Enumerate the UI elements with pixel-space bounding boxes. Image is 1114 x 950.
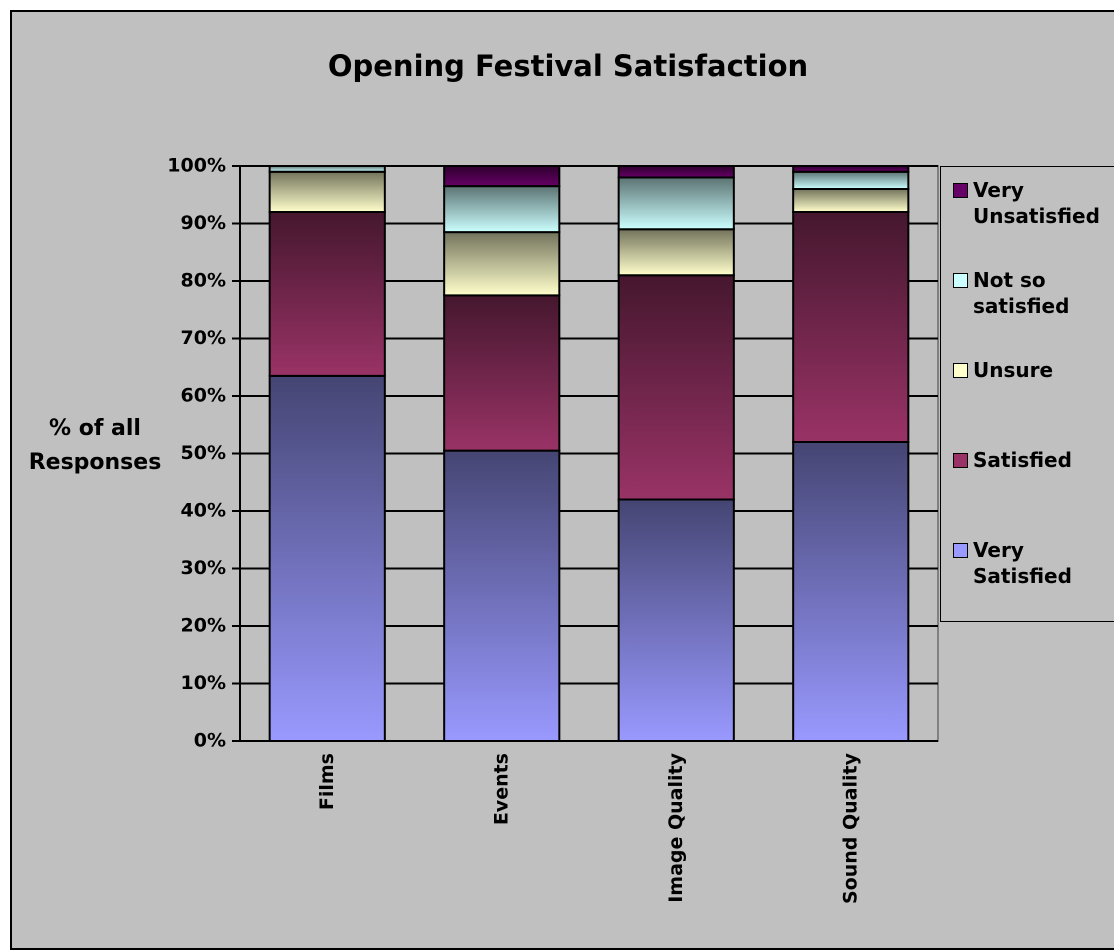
y-tick-label: 80% [181,270,226,292]
legend: Very Unsatisfied Not so satisfied Unsure Sa… [940,166,1114,622]
bar-segment [443,165,561,188]
bar-segment [792,170,910,190]
legend-label: Satisfied [973,448,1072,472]
x-tick-label: Sound Quality [839,752,861,904]
legend-label: Not so satisfied [973,268,1070,318]
x-tick-label: Events [490,753,512,825]
legend-entry: Satisfied [953,447,1114,473]
legend-entry: Not so satisfied [953,267,1114,319]
legend-label: Unsure [973,358,1054,382]
y-tick-label: 70% [181,327,226,349]
bar-segment [268,211,386,377]
legend-swatch [953,183,968,198]
chart-title: Opening Festival Satisfaction [328,49,808,83]
legend-entry: Very Unsatisfied [953,177,1114,229]
bar-segment [443,449,561,742]
legend-entry: Unsure [953,357,1114,383]
legend-entry: Very Satisfied [953,537,1114,589]
bar-segment [792,165,910,173]
legend-swatch [953,273,968,288]
y-tick-label: 0% [194,730,226,752]
bar-segment [792,188,910,213]
y-tick-label: 30% [181,557,226,579]
y-axis-label: % of all Responses [28,416,162,475]
legend-swatch [953,363,968,378]
bar-segment [792,211,910,443]
bar-segment [617,498,735,742]
bar-segment [268,374,386,742]
bar-segment [443,294,561,452]
y-tick-label: 10% [181,672,226,694]
bar-segment [443,231,561,297]
y-tick-label: 90% [181,212,226,234]
y-tick-label: 60% [181,385,226,407]
x-tick-label: Films [316,753,338,810]
x-tick-label: Image Quality [665,752,687,902]
legend-label: Very Unsatisfied [973,178,1100,228]
y-tick-label: 20% [181,615,226,637]
bar-segment [617,176,735,231]
bar-segment [268,165,386,173]
legend-swatch [953,543,968,558]
bar-segment [617,274,735,501]
y-tick-label: 100% [167,155,226,177]
legend-swatch [953,453,968,468]
y-tick-label: 50% [181,442,226,464]
bar-segment [268,170,386,213]
bar-segment [443,185,561,234]
legend-label: Very Satisfied [973,538,1072,588]
bar-segment [792,441,910,742]
bar-segment [617,228,735,277]
bar-segment [617,165,735,179]
y-tick-label: 40% [181,500,226,522]
